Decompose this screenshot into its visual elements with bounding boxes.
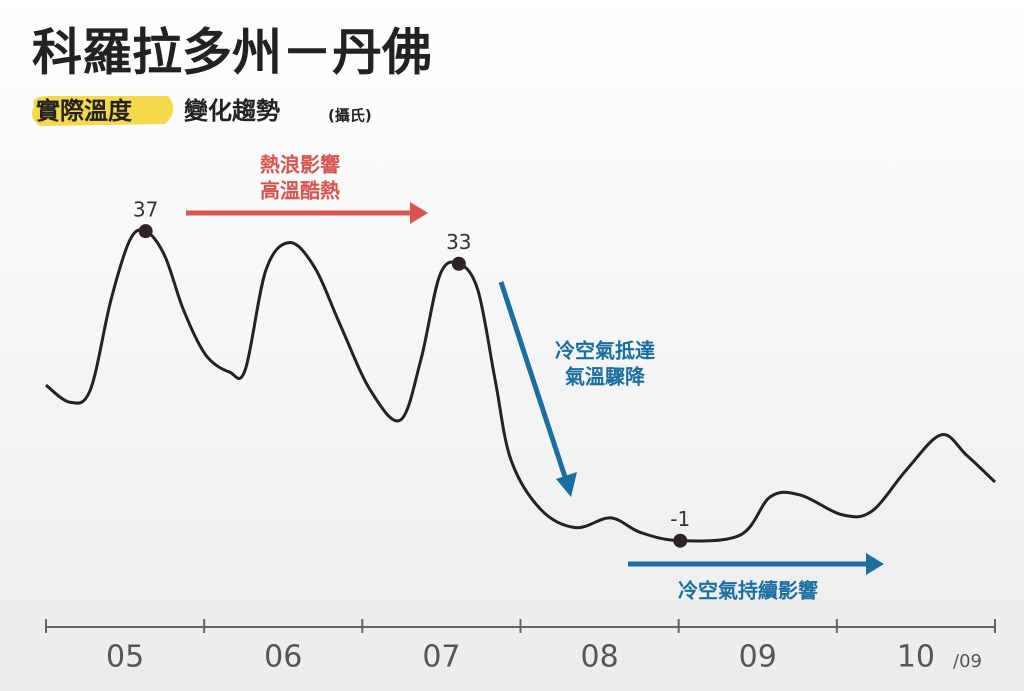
x-tick-label: 06 [264, 640, 302, 675]
x-tick-label: 08 [580, 640, 618, 675]
point-marker [451, 256, 466, 271]
x-tick-label: 07 [422, 640, 460, 675]
point-marker [673, 533, 688, 548]
x-unit: /09 [953, 651, 982, 672]
annotation: 冷空氣持續影響 [678, 579, 818, 603]
annotation: 高溫酷熱 [260, 179, 340, 203]
data-label: 37 [133, 198, 158, 222]
subtitle: 變化趨勢 [184, 97, 280, 125]
x-tick-label: 10 [897, 640, 935, 675]
arrow-cold [628, 553, 884, 575]
chart-title: 科羅拉多州－丹佛 [32, 24, 432, 82]
subtitle-unit: (攝氏) [328, 107, 372, 125]
arrow-drop [498, 281, 577, 497]
temperature-line [45, 228, 997, 543]
annotation: 冷空氣抵達 [555, 339, 655, 363]
highlight [32, 96, 174, 126]
x-tick-label: 05 [106, 640, 144, 675]
annotation: 熱浪影響 [260, 153, 340, 177]
annotation: 氣溫驟降 [565, 365, 646, 389]
point-marker [138, 224, 153, 239]
plot: 05 06 07 08 09 10/09 37 33 -1 熱浪影響高溫酷熱冷空氣抵達氣溫驟降冷空… [45, 153, 997, 675]
x-tick-label: 09 [739, 640, 777, 675]
subtitle-highlight: 實際溫度 [36, 97, 133, 125]
data-label: 33 [446, 230, 471, 254]
arrow-heat [186, 202, 428, 224]
data-label: -1 [670, 507, 690, 531]
